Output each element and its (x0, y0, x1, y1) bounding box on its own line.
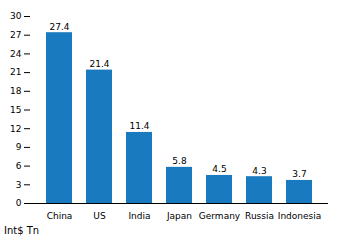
html-text:Int$ Tn: Int$ Tn (4, 225, 40, 236)
svg-text:12: 12 (10, 124, 21, 134)
svg-text:21: 21 (10, 67, 21, 77)
svg-text:27.4: 27.4 (49, 22, 69, 32)
svg-text:4.5: 4.5 (212, 164, 226, 174)
svg-text:15: 15 (10, 105, 21, 115)
svg-text:China: China (47, 211, 73, 221)
svg-text:0: 0 (16, 198, 22, 208)
svg-text:Germany: Germany (199, 211, 241, 221)
svg-text:6: 6 (16, 161, 22, 171)
svg-text:Russia: Russia (245, 211, 274, 221)
svg-text:Japan: Japan (166, 211, 192, 221)
svg-text:21.4: 21.4 (89, 59, 109, 69)
svg-text:5.8: 5.8 (172, 156, 187, 166)
svg-text:3.7: 3.7 (292, 169, 306, 179)
svg-text:30: 30 (10, 11, 22, 21)
svg-text:3: 3 (16, 180, 22, 190)
svg-text:Indonesia: Indonesia (278, 211, 322, 221)
svg-text:18: 18 (10, 86, 22, 96)
svg-text:4.3: 4.3 (252, 166, 266, 176)
svg-text:11.4: 11.4 (129, 121, 149, 131)
svg-text:27: 27 (10, 30, 21, 40)
svg-text:9: 9 (16, 142, 22, 152)
svg-text:24: 24 (10, 49, 22, 59)
svg-text:India: India (128, 211, 150, 221)
svg-text:US: US (93, 211, 106, 221)
